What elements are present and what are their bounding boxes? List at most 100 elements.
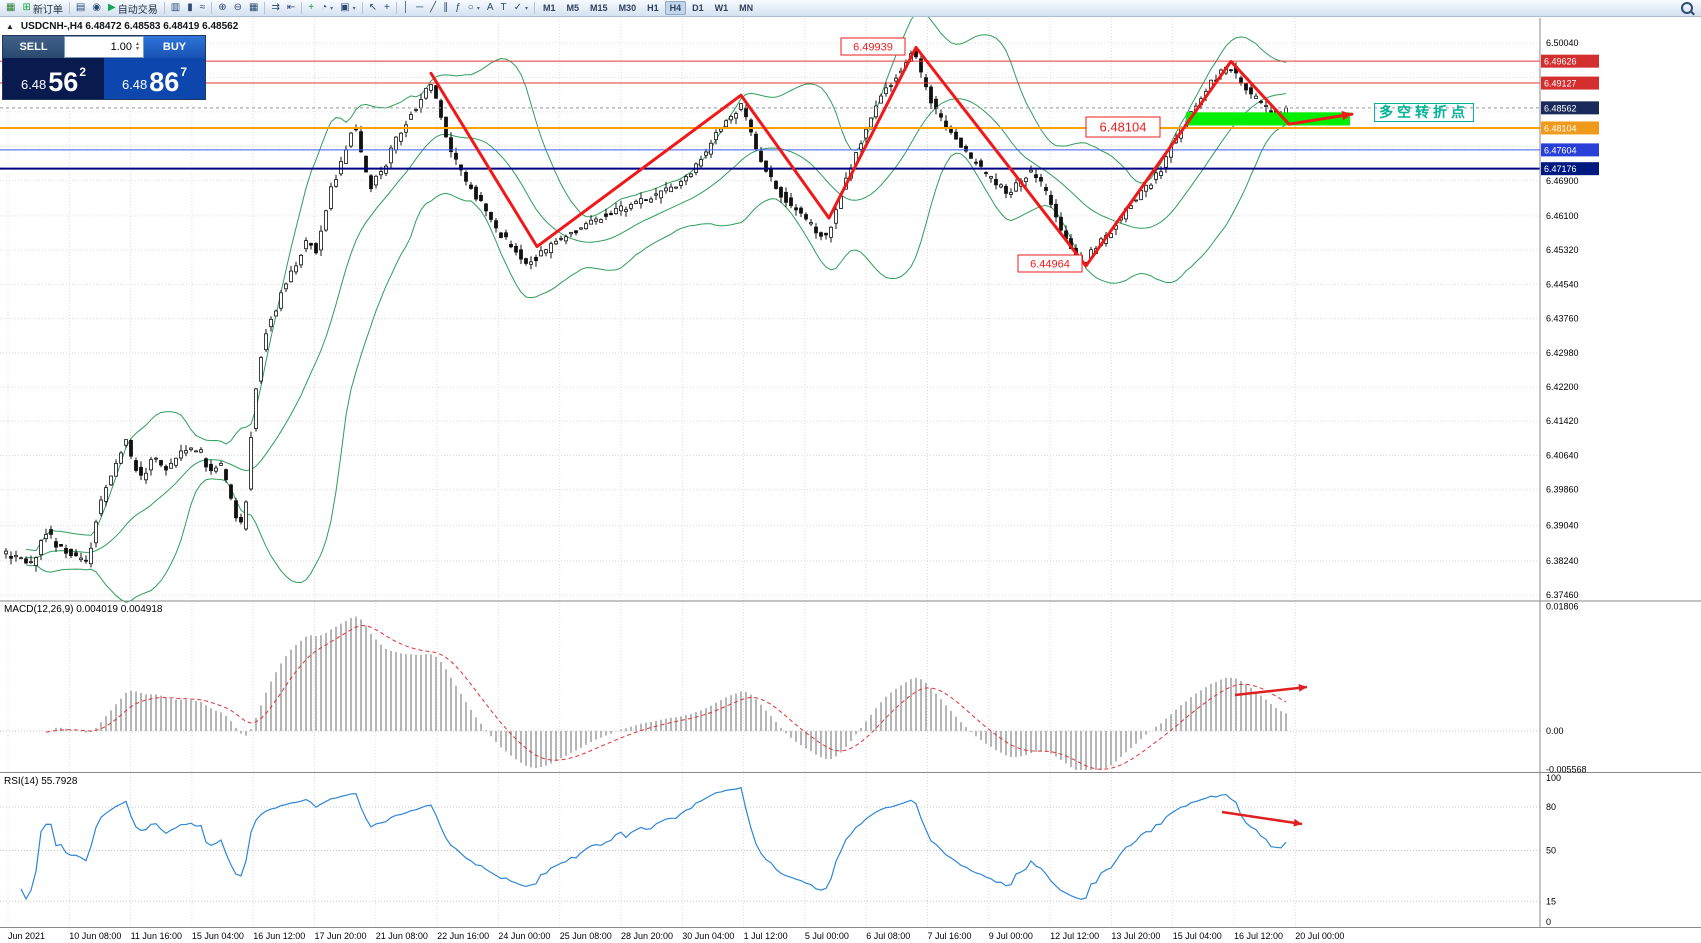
candle-body [1154,172,1158,180]
candle-body [544,249,548,254]
buy-price-main: 86 [149,67,180,98]
timeframe-m15[interactable]: M15 [590,3,608,13]
zoom-in-icon[interactable]: ⊕ [215,1,229,16]
sell-button[interactable]: SELL [3,36,64,58]
crosshair-icon[interactable]: + [381,1,393,16]
timeframe-m5[interactable]: M5 [566,3,580,13]
fibonacci-icon[interactable]: ƒ [452,1,464,16]
chart-shift-icon[interactable]: ⇤ [284,1,298,16]
spinner-up-icon[interactable]: ▲ [135,41,140,47]
macd-arrow-annotation[interactable] [1234,685,1308,697]
alerts-icon[interactable]: ◉ [89,1,104,16]
price-callout-label[interactable]: 6.49939 [840,37,906,56]
price-axis-label: 6.38240 [1546,556,1579,566]
candle-body [769,169,773,178]
timeframe-h1[interactable]: H1 [647,3,659,13]
turning-point-annotation[interactable]: 多空转折点 [1374,103,1474,122]
candle-body [9,555,13,559]
time-axis-label: 7 Jul 16:00 [928,931,972,941]
layouts-icon[interactable]: ▤ [73,1,88,16]
rsi-indicator-label: RSI(14) 55.7928 [4,776,78,787]
search-icon[interactable] [1681,2,1693,14]
arrows-icon: ✓ [513,2,522,13]
rsi-arrow-annotation[interactable] [1221,810,1303,826]
macd-axis-label: 0.01806 [1546,601,1579,611]
rsi-arrowhead[interactable] [1293,818,1302,827]
zoom-out-icon[interactable]: ⊖ [231,1,245,16]
time-axis-label: 20 Jul 00:00 [1295,931,1344,941]
cursor-icon[interactable]: ↖ [366,1,380,16]
timeframe-w1[interactable]: W1 [714,3,729,13]
arrows-icon[interactable]: ✓ ▾ [511,1,531,16]
label-icon[interactable]: T [498,1,510,16]
time-axis-label: 28 Jun 20:00 [621,931,673,941]
timeframe-mn[interactable]: MN [739,3,754,13]
volume-input[interactable]: 1.00 ▲ ▼ [64,36,144,58]
candle-body [309,243,313,246]
periods-icon[interactable]: ◔ ▾ [318,1,336,16]
time-axis-label: 6 Jul 08:00 [866,931,910,941]
buy-price-display[interactable]: 6.48 86 7 [104,58,205,99]
candle-body [1159,171,1163,176]
timeframe-m1[interactable]: M1 [543,3,556,13]
price-callout-box[interactable] [1017,254,1083,273]
auto-scroll-icon[interactable]: ⇉ [268,1,282,16]
alerts-icon: ◉ [92,2,102,13]
candle-body [249,437,253,490]
new-chart-icon[interactable]: ▦ [3,1,18,16]
candle-body [994,178,998,186]
candle-body [749,119,753,133]
candles-chart-icon: ▮ [187,2,193,13]
timeframe-m30[interactable]: M30 [618,3,637,13]
macd-arrowhead[interactable] [1298,684,1307,692]
zigzag-trendline[interactable] [429,45,1354,268]
candle-body [574,230,578,234]
line-chart-icon[interactable]: ≈ [197,1,209,16]
candle-body [1044,187,1048,191]
price-callout-box[interactable] [1085,116,1161,138]
new-order-button[interactable]: ⊞ 新订单 [19,1,65,16]
horizontal-line-icon[interactable]: ─ [413,1,426,16]
price-callout-box[interactable] [840,37,906,56]
volume-spinner[interactable]: ▲ ▼ [135,42,140,52]
channel-icon[interactable]: ∥ [440,1,451,16]
horizontal-line-icon: ─ [416,2,424,13]
candle-body [34,557,38,567]
candle-body [679,181,683,186]
candle-body [74,552,78,557]
candle-body [524,258,528,264]
bars-chart-icon[interactable]: ▥ [168,1,183,16]
autotrade-button[interactable]: ▶ 自动交易 [105,1,161,16]
candle-body [794,207,798,211]
candle-body [174,457,178,466]
vertical-line-icon[interactable]: │ [400,1,412,16]
timeframe-h4[interactable]: H4 [664,1,687,15]
candle-body [714,132,718,141]
indicators-icon[interactable]: + [305,1,317,16]
candle-body [69,548,73,557]
text-icon[interactable]: A [484,1,497,16]
candle-body [414,108,418,111]
sell-price-display[interactable]: 6.48 56 2 [3,58,104,99]
bars-chart-icon: ▥ [170,2,181,13]
time-axis-label: 24 Jun 00:00 [498,931,550,941]
price-callout-label[interactable]: 6.44964 [1017,254,1083,273]
shapes-icon[interactable]: ○ ▾ [465,1,483,16]
candle-body [384,165,388,174]
candle-body [304,240,308,250]
candle-body [1229,69,1233,72]
price-callout-label[interactable]: 6.48104 [1085,116,1161,138]
candle-body [374,175,378,186]
candle-body [999,184,1003,188]
tile-windows-icon[interactable]: ▦ [246,1,261,16]
timeframe-d1[interactable]: D1 [692,3,704,13]
buy-button[interactable]: BUY [144,36,205,58]
templates-icon[interactable]: ▣ ▾ [337,1,358,16]
spinner-down-icon[interactable]: ▼ [135,46,140,52]
candle-body [54,541,58,548]
trendline-icon[interactable]: ╱ [427,1,439,16]
oneclick-toggle-icon[interactable]: ▲ [6,22,14,31]
candle-body [219,462,223,466]
candles-chart-icon[interactable]: ▮ [184,1,196,16]
zigzag-arrowhead[interactable] [1341,110,1352,121]
